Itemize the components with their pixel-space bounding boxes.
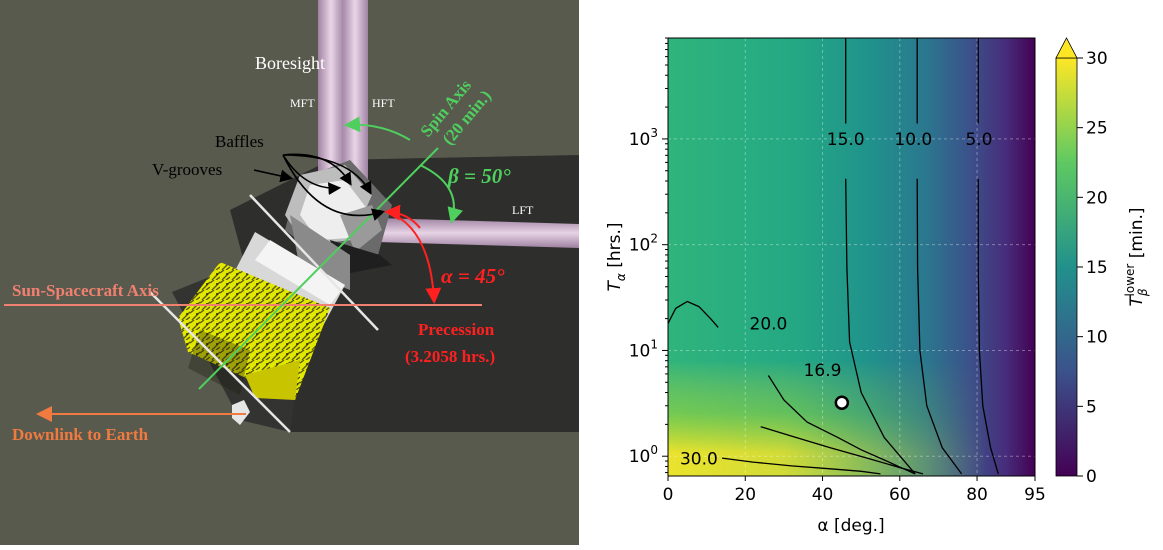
colorbar-ticks: 0 5 10 15 20 25 30 (1077, 49, 1108, 487)
y-axis-label: Tα [hrs.] (605, 222, 628, 291)
sunshield-edge (149, 291, 291, 433)
contour-line (916, 178, 963, 475)
x-ticks: 0 20 40 60 80 95 (663, 476, 1046, 505)
colorbar-tick-label: 20 (1086, 188, 1108, 208)
x-tick-label: 20 (734, 485, 756, 505)
x-tick-label: 95 (1024, 485, 1046, 505)
colorbar-tick-label: 25 (1086, 119, 1108, 139)
x-tick-label: 40 (812, 485, 834, 505)
antenna (232, 400, 250, 425)
downlink-label: Downlink to Earth (12, 425, 149, 444)
baffles-arrow-2 (282, 154, 372, 195)
mft-label: MFT (290, 96, 315, 110)
colorbar-label: Tβlower [min.] (1123, 207, 1150, 306)
contour-line (668, 300, 719, 328)
contour-label: 15.0 (827, 130, 865, 150)
colorbar-tick-label: 30 (1086, 49, 1108, 69)
sun-axis-label: Sun-Spacecraft Axis (12, 281, 159, 300)
contour-label: 30.0 (680, 450, 718, 470)
colorbar-extend-arrow (1055, 37, 1078, 59)
contour-label: 5.0 (965, 130, 992, 150)
colorbar (1055, 57, 1078, 477)
beta-arc (419, 164, 463, 224)
plot-frame (667, 37, 1036, 477)
colorbar-tick-label: 0 (1086, 467, 1097, 487)
heatmap-chart-svg: 15.0 10.0 5.020.016.930.0 0 20 40 60 80 95 1001… (605, 37, 1150, 536)
colorbar-tick-label: 5 (1086, 397, 1097, 417)
lft-beam (378, 218, 579, 248)
heatmap-chart: 15.0 10.0 5.0 20.0 16.9 30.0 0 20 40 60 80 95 100 1… (579, 0, 1163, 545)
contour-label: 16.9 (804, 361, 842, 381)
grid (668, 38, 1035, 476)
contour-line (977, 178, 999, 475)
x-tick-label: 60 (889, 485, 911, 505)
heatmap-high-region (668, 360, 1035, 476)
mission-diagram-svg: Boresight MFT HFT LFT Spin Axis (20 min.… (0, 0, 579, 545)
contour-label: 10.0 (894, 130, 932, 150)
x-axis-label: α [deg.] (817, 516, 884, 536)
contour-label: 20.0 (750, 314, 788, 334)
x-tick-label: 0 (663, 485, 674, 505)
y-tick-label: 100 (629, 443, 658, 467)
colorbar-tick-label: 10 (1086, 328, 1108, 348)
contour-lines (668, 38, 999, 475)
beta-label: β = 50° (447, 164, 511, 188)
contour-line (767, 375, 916, 475)
contour-labels: 15.0 10.0 5.0 20.0 16.9 30.0 (680, 130, 993, 470)
colorbar-tick-label: 15 (1086, 258, 1108, 278)
y-tick-label: 103 (629, 126, 658, 150)
lft-label: LFT (512, 203, 534, 217)
y-tick-label: 102 (629, 232, 658, 256)
x-tick-label: 80 (966, 485, 988, 505)
vgrooves-arrow (253, 169, 294, 183)
precession-period-label: (3.2058 hrs.) (405, 347, 495, 366)
alpha-label: α = 45° (441, 264, 505, 288)
contour-line (845, 178, 916, 475)
spin-arc (344, 116, 411, 141)
design-point (834, 395, 850, 410)
design-point-marker (834, 395, 850, 410)
spin-axis-line (198, 147, 439, 390)
precession-label: Precession (418, 320, 495, 339)
baffles-arrow-3 (282, 154, 342, 195)
y-ticks: 100 101 102 103 (629, 37, 668, 474)
hft-label: HFT (372, 96, 395, 110)
baffles-label: Baffles (215, 132, 264, 151)
contour-line (722, 457, 881, 475)
y-tick-label: 101 (629, 337, 658, 361)
mission-diagram: Boresight MFT HFT LFT Spin Axis (20 min.… (0, 0, 579, 545)
vgrooves-label: V-grooves (152, 160, 222, 179)
boresight-label: Boresight (255, 53, 325, 73)
